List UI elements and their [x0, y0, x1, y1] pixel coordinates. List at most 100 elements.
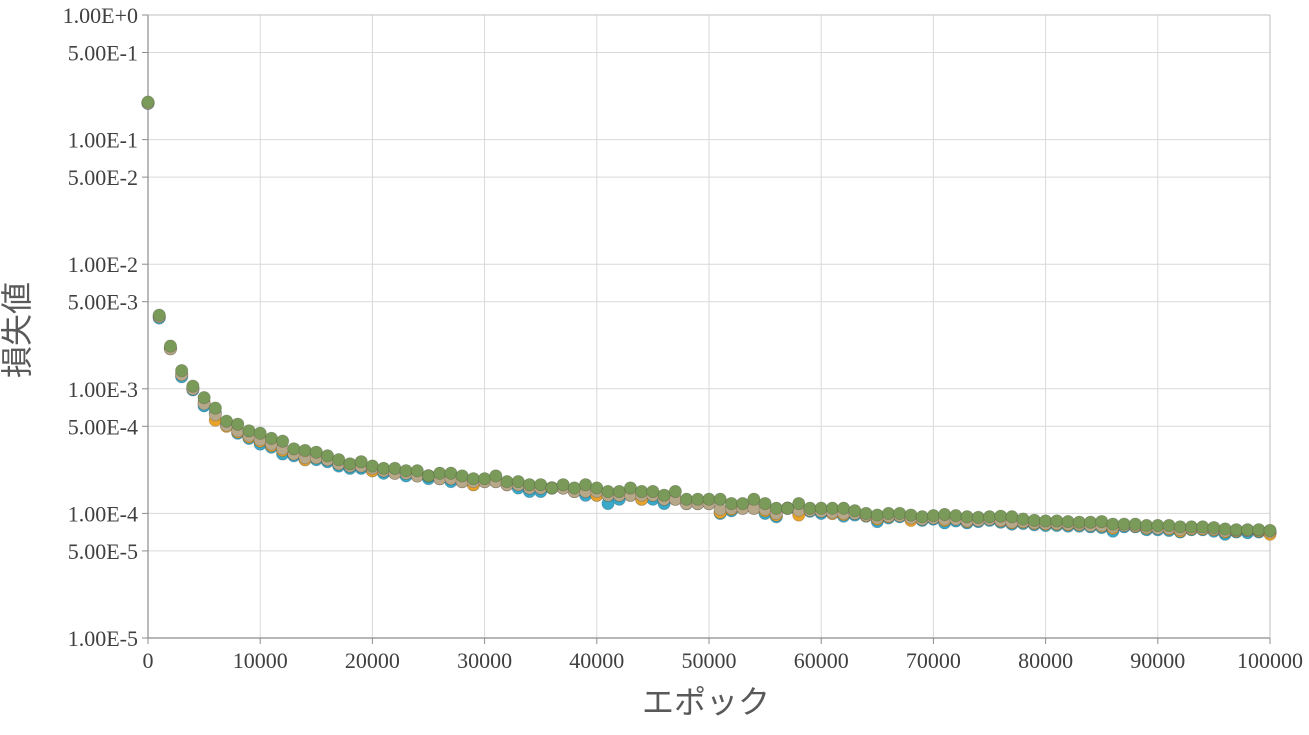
x-tick-label: 30000	[457, 648, 512, 673]
data-point	[724, 496, 739, 511]
data-point	[231, 417, 245, 431]
x-axis-title: エポック	[642, 683, 770, 721]
data-point	[410, 464, 424, 478]
data-point	[152, 308, 166, 322]
data-point	[309, 445, 323, 459]
x-tick-label: 10000	[233, 648, 288, 673]
data-point	[1083, 515, 1098, 529]
x-tick-label: 90000	[1130, 648, 1185, 673]
data-point	[163, 339, 178, 353]
data-point	[881, 506, 896, 521]
data-point	[320, 449, 335, 463]
data-point	[646, 484, 660, 499]
y-tick-label: 1.00E+0	[63, 3, 138, 28]
data-point	[691, 492, 705, 506]
data-point	[601, 484, 615, 499]
data-point	[298, 443, 312, 458]
data-point	[365, 459, 379, 473]
data-point	[938, 507, 952, 522]
data-point	[242, 424, 256, 438]
data-point	[455, 469, 469, 483]
data-point	[994, 509, 1008, 523]
data-point	[1196, 520, 1210, 534]
data-point	[556, 478, 570, 492]
data-point	[253, 426, 267, 440]
y-tick-label: 1.00E-3	[68, 377, 138, 402]
data-point	[1106, 517, 1120, 531]
data-point	[668, 484, 682, 499]
x-tick-label: 60000	[794, 648, 849, 673]
y-tick-label: 5.00E-2	[68, 165, 138, 190]
data-point	[926, 509, 941, 523]
data-point	[477, 472, 492, 486]
data-point	[859, 506, 873, 521]
data-point	[1207, 520, 1221, 535]
x-tick-label: 0	[143, 648, 154, 673]
data-point	[1184, 520, 1199, 534]
data-point	[1218, 522, 1232, 536]
data-point	[1061, 514, 1075, 529]
data-point	[1139, 518, 1154, 533]
data-point	[814, 501, 828, 515]
data-point	[444, 466, 458, 480]
data-point	[545, 481, 559, 495]
y-tick-label: 1.00E-1	[68, 128, 138, 153]
data-point	[612, 484, 626, 499]
data-point	[433, 466, 447, 480]
x-tick-label: 20000	[345, 648, 400, 673]
data-point	[1240, 523, 1255, 537]
data-point	[511, 474, 525, 489]
data-point	[971, 510, 985, 524]
data-point	[1173, 520, 1187, 534]
data-point	[590, 481, 604, 495]
data-point	[388, 461, 402, 475]
y-tick-label: 5.00E-5	[68, 539, 138, 564]
data-point	[792, 496, 806, 511]
data-point	[702, 492, 716, 506]
y-tick-label: 1.00E-2	[68, 252, 138, 277]
data-point	[893, 506, 907, 521]
data-point	[904, 508, 918, 522]
data-point	[276, 434, 290, 448]
data-point	[870, 508, 884, 522]
data-point	[421, 469, 436, 483]
data-point	[197, 390, 211, 405]
data-point	[960, 510, 974, 524]
data-point	[264, 431, 279, 445]
data-points	[141, 95, 1277, 541]
data-point	[578, 478, 593, 492]
data-point	[399, 464, 413, 478]
data-point	[825, 501, 840, 515]
data-point	[1072, 515, 1086, 529]
axes	[142, 14, 1271, 644]
x-tick-label: 80000	[1018, 648, 1073, 673]
tick-labels: 0 10000 20000 30000 40000 50000 60000 70000 8000…	[63, 3, 1303, 673]
x-tick-label: 40000	[569, 648, 624, 673]
data-point	[949, 509, 963, 523]
data-point	[837, 501, 851, 515]
data-point	[500, 474, 514, 489]
data-point	[141, 95, 155, 109]
data-point	[657, 488, 671, 502]
data-point	[1095, 514, 1109, 529]
series-4	[141, 95, 1277, 538]
data-point	[219, 414, 234, 428]
data-point	[848, 504, 862, 518]
y-tick-label: 5.00E-4	[68, 414, 138, 439]
y-tick-label: 1.00E-5	[68, 626, 138, 651]
data-point	[1263, 523, 1277, 538]
data-point	[186, 379, 200, 393]
data-point	[332, 453, 346, 467]
data-point	[915, 510, 929, 524]
data-point	[343, 457, 357, 471]
data-point	[769, 501, 783, 515]
data-point	[747, 492, 761, 506]
data-point	[635, 484, 649, 499]
data-point	[1050, 514, 1064, 528]
data-point	[1005, 510, 1019, 524]
data-point	[1128, 517, 1142, 531]
data-point	[1117, 517, 1131, 531]
data-point	[758, 496, 772, 511]
data-point	[175, 363, 189, 378]
